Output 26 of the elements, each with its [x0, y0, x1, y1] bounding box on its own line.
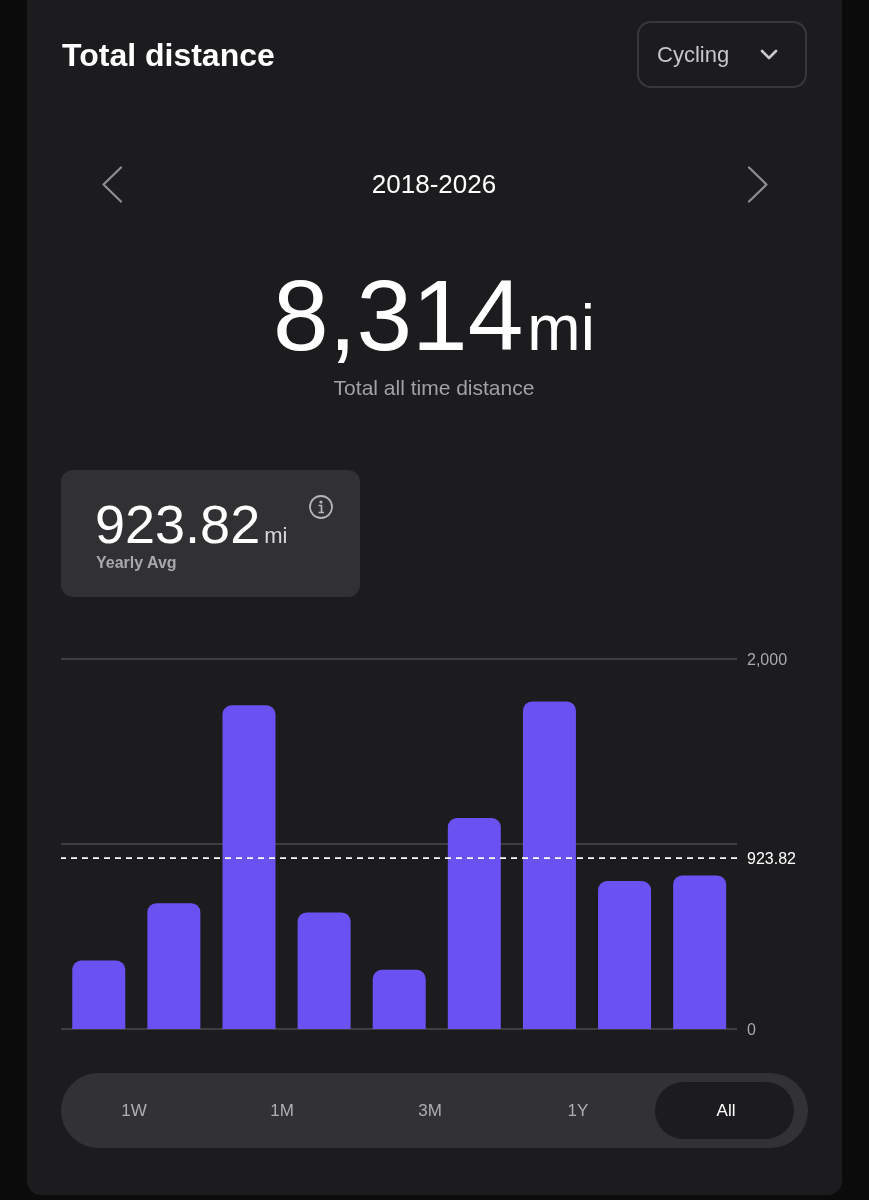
bar — [147, 903, 201, 1029]
text: 3M — [418, 1101, 442, 1120]
bar — [372, 969, 426, 1029]
chart-subtitle: 2018-2026 — [371, 169, 497, 199]
text: Cycling — [657, 42, 730, 67]
y-tick-label: 0 — [747, 1020, 756, 1038]
chart-title: Total distance — [62, 37, 275, 73]
text: 1Y — [567, 1101, 589, 1120]
bar — [447, 818, 501, 1029]
text: mi — [527, 292, 595, 364]
text: Yearly Avg — [96, 554, 177, 571]
text: Total all time distance — [333, 376, 535, 399]
y-tick-label: 2,000 — [747, 650, 788, 668]
text: 1W — [121, 1101, 147, 1120]
text: 923.82 — [95, 494, 261, 554]
text: All — [716, 1101, 736, 1120]
bar — [297, 912, 351, 1029]
text: mi — [264, 523, 288, 548]
bar — [673, 875, 727, 1029]
bar — [598, 881, 652, 1029]
bar — [222, 705, 276, 1029]
bar — [72, 960, 126, 1029]
bar — [522, 701, 576, 1029]
ref-line-label: 923.82 — [747, 849, 797, 867]
text: 1M — [270, 1101, 294, 1120]
text: 8,314 — [273, 259, 524, 371]
